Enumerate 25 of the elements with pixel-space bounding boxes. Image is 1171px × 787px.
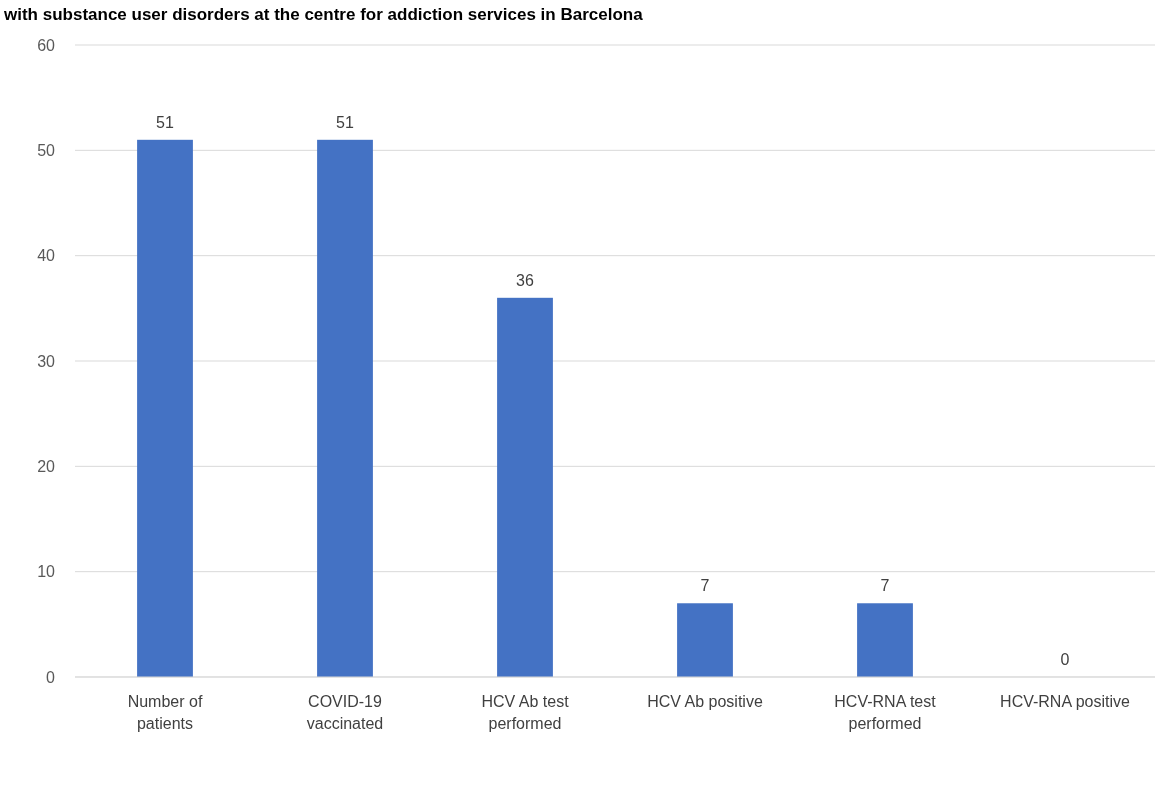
data-label: 7 bbox=[880, 577, 890, 595]
data-label: 51 bbox=[156, 113, 174, 131]
y-tick-label: 50 bbox=[37, 141, 56, 159]
y-tick-label: 0 bbox=[46, 668, 56, 686]
x-tick-label: COVID-19 vaccinated bbox=[306, 693, 384, 732]
y-tick-label: 60 bbox=[37, 36, 56, 54]
bar bbox=[497, 297, 553, 677]
data-label: 51 bbox=[336, 113, 354, 131]
bar bbox=[677, 603, 733, 677]
bar bbox=[137, 139, 193, 677]
bar bbox=[317, 139, 373, 677]
data-label: 36 bbox=[516, 271, 534, 289]
x-tick-label: Number of patients bbox=[127, 693, 203, 732]
y-tick-label: 10 bbox=[37, 563, 56, 581]
y-tick-label: 30 bbox=[37, 352, 56, 370]
x-tick-label: HCV Ab test performed bbox=[481, 693, 570, 732]
bar bbox=[857, 603, 913, 677]
y-tick-label: 40 bbox=[37, 247, 56, 265]
x-tick-label: HCV Ab positive bbox=[647, 693, 763, 710]
data-label: 0 bbox=[1060, 651, 1070, 668]
y-tick-label: 20 bbox=[37, 457, 56, 475]
data-label: 7 bbox=[700, 577, 710, 595]
chart-title: with substance user disorders at the centre for addiction services in Barcelona bbox=[3, 5, 644, 24]
x-tick-label: HCV-RNA positive bbox=[1000, 693, 1131, 710]
x-tick-label: HCV-RNA test performed bbox=[834, 693, 937, 732]
